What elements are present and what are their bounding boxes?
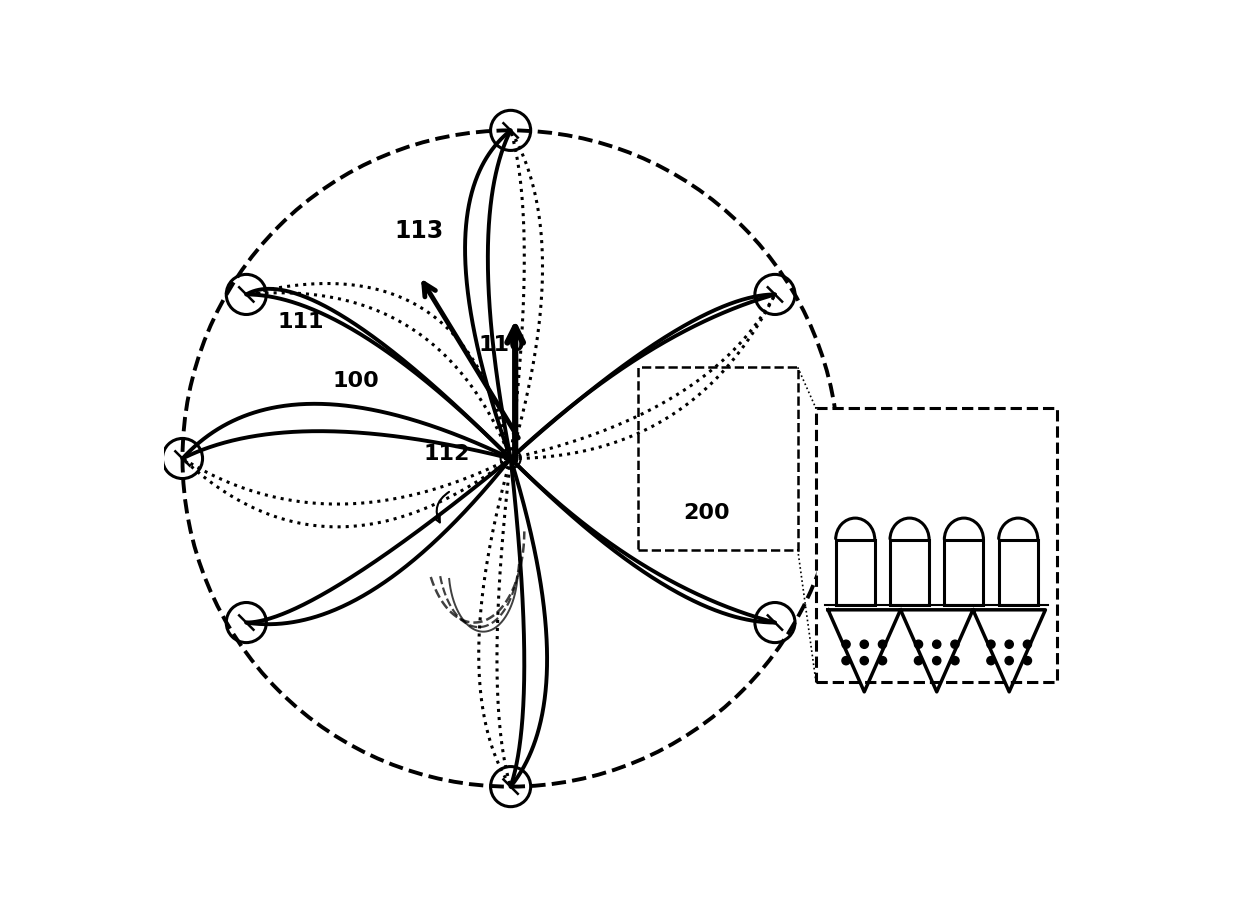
Text: 113: 113 [394,218,444,243]
Bar [945,539,983,605]
Circle shape [1006,640,1013,648]
Circle shape [914,657,923,665]
Circle shape [878,640,887,648]
Bar [836,539,874,605]
Circle shape [1006,657,1013,665]
Bar [816,408,1058,682]
Circle shape [842,657,851,665]
Circle shape [987,640,994,648]
Text: 200: 200 [683,503,730,524]
Circle shape [861,640,868,648]
Text: 112: 112 [424,444,470,464]
Circle shape [951,657,959,665]
Bar [890,539,929,605]
Circle shape [861,657,868,665]
Circle shape [1023,657,1032,665]
Circle shape [932,640,941,648]
Circle shape [878,657,887,665]
Text: 110: 110 [479,335,525,355]
Circle shape [932,657,941,665]
Circle shape [987,657,994,665]
Text: 111: 111 [278,312,324,332]
Text: 100: 100 [332,371,379,391]
Circle shape [914,640,923,648]
Circle shape [842,640,851,648]
Bar [998,539,1038,605]
Circle shape [1023,640,1032,648]
Bar [639,368,797,549]
Circle shape [951,640,959,648]
